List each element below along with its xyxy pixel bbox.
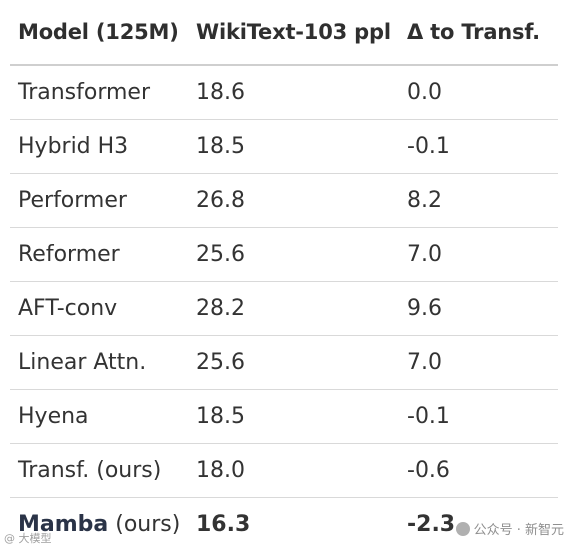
header-model: Model (125M) [18, 20, 179, 44]
cell-ppl: 26.8 [196, 188, 245, 213]
watermark-left-text: @ 大模型 [4, 532, 52, 545]
header-delta: Δ to Transf. [407, 20, 540, 44]
table-row: Hyena 18.5 -0.1 [10, 390, 558, 444]
cell-delta: 0.0 [407, 80, 442, 105]
cell-model: Hyena [18, 404, 89, 429]
cell-ppl: 25.6 [196, 350, 245, 375]
cell-ppl: 25.6 [196, 242, 245, 267]
table-row: Transformer 18.6 0.0 [10, 66, 558, 120]
cell-model: Performer [18, 188, 127, 213]
cell-ppl: 18.5 [196, 134, 245, 159]
model-suffix: (ours) [108, 512, 181, 537]
cell-model: Mamba (ours) [10, 512, 188, 537]
table-row-highlight: Mamba (ours) 16.3 -2.3 [10, 498, 558, 551]
cell-delta: 7.0 [407, 242, 442, 267]
cell-delta: 7.0 [407, 350, 442, 375]
cell-model: Linear Attn. [18, 350, 147, 375]
cell-model: AFT-conv [18, 296, 118, 321]
cell-ppl: 18.6 [196, 80, 245, 105]
cell-delta: 9.6 [407, 296, 442, 321]
results-table: Model (125M) WikiText-103 ppl Δ to Trans… [10, 0, 558, 551]
watermark-right: 公众号 · 新智元 [455, 519, 564, 538]
model-name-bold: Mamba [18, 512, 109, 537]
watermark-right-text: 公众号 · 新智元 [473, 523, 564, 538]
cell-model: Reformer [18, 242, 120, 267]
cell-delta: 8.2 [407, 188, 442, 213]
cell-delta: -0.1 [407, 404, 450, 429]
wechat-icon [455, 521, 470, 536]
cell-ppl: 18.5 [196, 404, 245, 429]
cell-delta: -0.6 [407, 458, 450, 483]
table-row: AFT-conv 28.2 9.6 [10, 282, 558, 336]
cell-delta: -0.1 [407, 134, 450, 159]
table-row: Transf. (ours) 18.0 -0.6 [10, 444, 558, 498]
header-ppl: WikiText-103 ppl [196, 20, 391, 44]
table-row: Reformer 25.6 7.0 [10, 228, 558, 282]
cell-ppl: 16.3 [196, 512, 251, 537]
cell-model: Hybrid H3 [18, 134, 129, 159]
table-row: Linear Attn. 25.6 7.0 [10, 336, 558, 390]
cell-ppl: 18.0 [196, 458, 245, 483]
cell-delta: -2.3 [407, 512, 456, 537]
table-row: Hybrid H3 18.5 -0.1 [10, 120, 558, 174]
watermark-left: @ 大模型 [4, 530, 52, 546]
cell-model: Transf. (ours) [18, 458, 162, 483]
table-header: Model (125M) WikiText-103 ppl Δ to Trans… [10, 0, 558, 66]
cell-model: Transformer [18, 80, 151, 105]
table-row: Performer 26.8 8.2 [10, 174, 558, 228]
cell-ppl: 28.2 [196, 296, 245, 321]
